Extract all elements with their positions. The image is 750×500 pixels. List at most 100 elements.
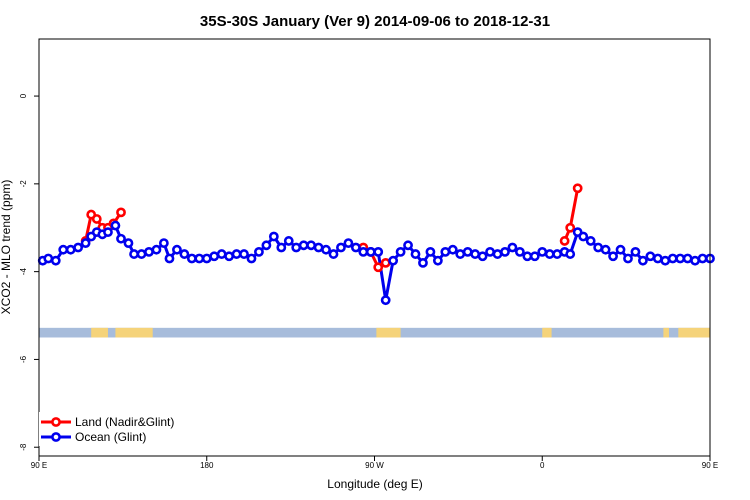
- data-point-ocean: [209, 251, 220, 262]
- data-point-ocean: [447, 244, 458, 255]
- data-point-ocean: [144, 246, 154, 257]
- data-point-ocean: [201, 253, 212, 264]
- data-point-ocean: [186, 253, 197, 264]
- data-point-ocean: [432, 255, 443, 266]
- data-point-ocean: [158, 238, 169, 249]
- x-tick-label: 90 E: [702, 461, 718, 470]
- data-point-ocean: [477, 251, 488, 262]
- data-point-ocean: [470, 249, 481, 259]
- data-point-ocean: [103, 227, 113, 238]
- data-point-ocean: [179, 249, 190, 259]
- y-axis-label: XCO2 - MLO trend (ppm): [0, 180, 13, 315]
- data-point-ocean: [507, 242, 518, 253]
- land-band-segment: [542, 327, 552, 338]
- data-point-ocean: [291, 242, 302, 253]
- y-tick-label: 0: [19, 93, 28, 98]
- data-point-ocean: [313, 242, 324, 253]
- data-point-ocean: [615, 244, 626, 255]
- data-point-ocean: [328, 249, 339, 259]
- legend-swatch-ocean-marker: [51, 432, 61, 442]
- series-points: [37, 183, 715, 306]
- x-axis-label: Longitude (deg E): [327, 477, 422, 491]
- data-point-ocean: [123, 238, 134, 249]
- data-point-ocean: [350, 242, 361, 253]
- data-point-ocean: [410, 249, 421, 259]
- data-point-ocean: [136, 249, 147, 259]
- y-tick-label: -8: [19, 443, 28, 451]
- data-point-ocean: [254, 246, 264, 257]
- data-point-ocean: [552, 249, 563, 259]
- x-tick-label: 90 W: [365, 461, 384, 470]
- data-point-ocean: [537, 246, 548, 257]
- data-point-ocean: [638, 255, 648, 266]
- data-point-land: [572, 183, 583, 194]
- data-point-ocean: [343, 238, 354, 249]
- data-point-ocean: [578, 231, 589, 242]
- data-point-ocean: [321, 244, 331, 255]
- data-point-ocean: [529, 251, 540, 262]
- data-point-ocean: [455, 249, 466, 259]
- data-point-land: [116, 207, 126, 218]
- data-point-ocean: [276, 242, 287, 253]
- data-point-ocean: [544, 249, 555, 259]
- y-tick-label: -2: [19, 180, 28, 188]
- data-point-ocean: [485, 246, 495, 257]
- data-point-ocean: [623, 253, 633, 264]
- y-tick-label: -4: [19, 268, 28, 276]
- data-point-ocean: [522, 251, 533, 262]
- data-point-ocean: [388, 255, 399, 266]
- data-point-ocean: [216, 249, 227, 259]
- data-point-ocean: [306, 240, 317, 251]
- data-point-ocean: [667, 253, 678, 264]
- land-band-segment: [91, 327, 108, 338]
- data-point-ocean: [336, 242, 346, 253]
- x-tick-label: 180: [200, 461, 214, 470]
- data-point-ocean: [403, 240, 413, 251]
- data-point-ocean: [58, 244, 69, 255]
- data-point-ocean: [500, 246, 510, 257]
- land-band-segment: [663, 327, 669, 338]
- data-point-ocean: [697, 253, 708, 264]
- data-point-ocean: [239, 249, 249, 259]
- data-point-ocean: [172, 244, 182, 255]
- data-point-ocean: [608, 251, 618, 262]
- x-tick-label: 90 E: [31, 461, 47, 470]
- data-point-ocean: [652, 253, 663, 264]
- data-point-ocean: [418, 257, 428, 268]
- legend-label-ocean: Ocean (Glint): [75, 430, 146, 444]
- land-band-segment: [678, 327, 710, 338]
- data-point-ocean: [50, 255, 61, 266]
- data-point-ocean: [268, 231, 279, 242]
- series-lines: [42, 187, 750, 302]
- ocean-band: [39, 327, 710, 338]
- data-point-ocean: [373, 246, 384, 257]
- data-point-ocean: [682, 253, 693, 264]
- data-point-ocean: [660, 255, 671, 266]
- data-point-ocean: [194, 253, 205, 264]
- data-point-ocean: [462, 246, 473, 257]
- data-point-ocean: [585, 236, 596, 246]
- data-point-land: [559, 236, 570, 246]
- data-point-ocean: [395, 246, 406, 257]
- data-point-ocean: [151, 244, 162, 255]
- data-point-ocean: [283, 236, 294, 246]
- data-point-ocean: [164, 253, 175, 264]
- data-point-ocean: [492, 249, 503, 259]
- legend-label-land: Land (Nadir&Glint): [75, 415, 174, 429]
- chart-title: 35S-30S January (Ver 9) 2014-09-06 to 20…: [200, 13, 550, 30]
- data-point-ocean: [630, 246, 641, 257]
- legend-box: [39, 412, 191, 446]
- data-point-ocean: [261, 240, 272, 251]
- data-point-ocean: [380, 295, 391, 306]
- series-line-ocean: [718, 226, 750, 259]
- data-point-ocean: [110, 220, 121, 231]
- x-tick-label: 0: [540, 461, 545, 470]
- data-point-land: [373, 262, 384, 273]
- data-point-ocean: [43, 253, 54, 264]
- data-point-ocean: [645, 251, 656, 262]
- data-point-land: [565, 222, 576, 233]
- x-axis-ticks: 90 E 180 90 W 0 90 E: [31, 456, 718, 470]
- legend-swatch-land-marker: [51, 417, 61, 427]
- data-point-ocean: [365, 246, 376, 257]
